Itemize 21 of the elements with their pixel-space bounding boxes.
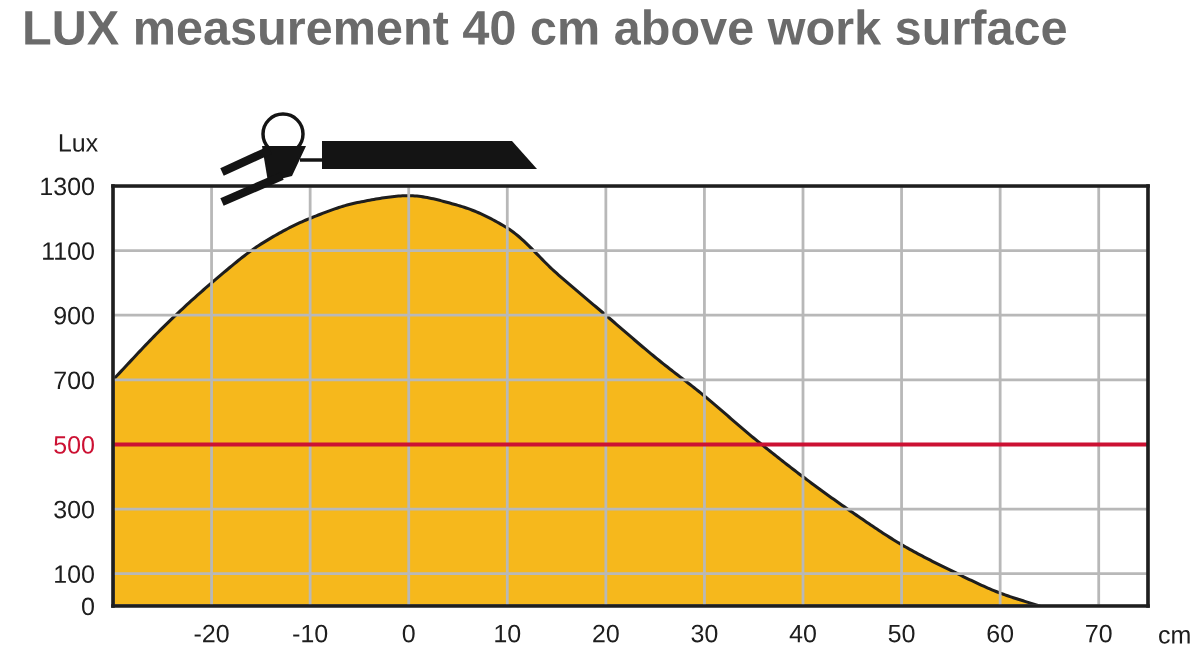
x-tick-label: 30: [691, 624, 718, 643]
chart-title: LUX measurement 40 cm above work surface: [25, 9, 1066, 46]
x-tick-label: -20: [194, 624, 229, 643]
y-tick-label: 1100: [43, 242, 94, 260]
x-axis-title: cm: [1159, 630, 1190, 644]
y-tick-label: 0: [82, 597, 94, 616]
x-tick-label: 40: [789, 624, 816, 643]
y-tick-label: 700: [54, 371, 94, 390]
x-tick-label: 60: [987, 624, 1014, 643]
y-tick-label: 900: [54, 306, 94, 325]
y-tick-label: 1300: [41, 177, 94, 196]
x-tick-label: 0: [402, 624, 415, 643]
x-tick-label: 20: [593, 624, 619, 643]
y-tick-label: 500: [54, 436, 94, 454]
x-tick-label: -10: [293, 624, 328, 643]
y-tick-label: 100: [55, 565, 94, 583]
x-tick-label: 70: [1086, 624, 1112, 643]
x-tick-label: 50: [888, 624, 915, 643]
y-tick-label: 300: [54, 500, 94, 519]
y-axis-title: Lux: [59, 134, 98, 152]
x-tick-label: 10: [495, 624, 521, 643]
